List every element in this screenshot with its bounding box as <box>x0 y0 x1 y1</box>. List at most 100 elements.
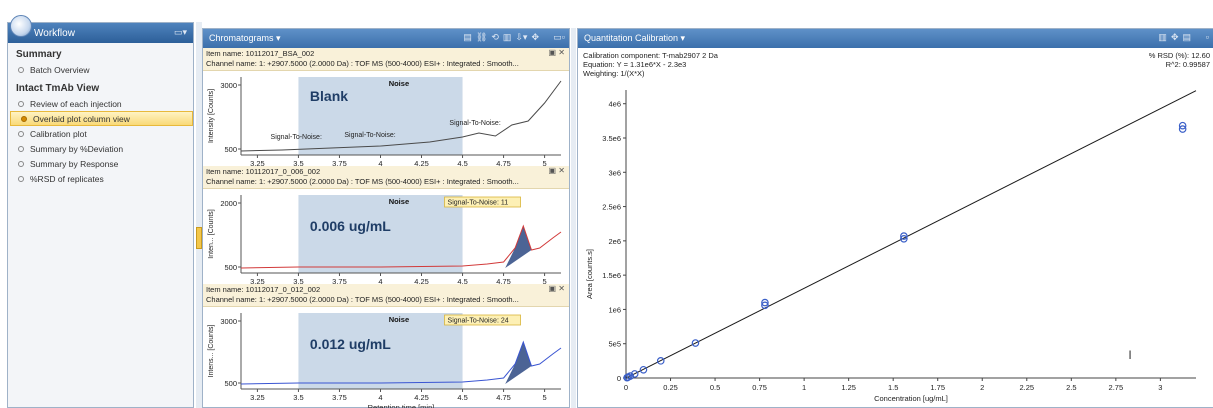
data-point[interactable] <box>691 339 700 347</box>
x-tick-label: 3.75 <box>332 393 347 402</box>
y-axis-label: Intens... [Counts] <box>208 324 215 377</box>
x-tick-label: 3.75 <box>332 159 347 167</box>
signal-to-noise-box <box>444 314 521 326</box>
noise-region <box>298 77 463 155</box>
x-axis-label: Concentration [ug/mL] <box>874 394 948 403</box>
signal-to-noise-annotation: Signal-To-Noise: <box>449 120 500 127</box>
integrated-peak <box>505 342 532 384</box>
item-name: Item name: 10112017_BSA_002 <box>206 49 315 58</box>
x-tick-label: 3.5 <box>293 277 303 285</box>
close-icon[interactable]: ▣ ✕ <box>548 166 565 175</box>
y-tick-label: 3000 <box>220 317 237 326</box>
close-icon[interactable]: ▣ ✕ <box>548 284 565 293</box>
chromatogram-plot: Item name: 10112017_0_006_002 Channel nam… <box>203 166 569 285</box>
channel-name: Channel name: 1: +2907.5000 (2.0000 Da) … <box>206 295 519 304</box>
x-tick-label: 4 <box>378 159 382 167</box>
bar-chart-icon[interactable]: ▥ <box>502 32 512 42</box>
rsd-value: % RSD (%): 12.60 <box>1148 51 1210 60</box>
noise-region <box>298 313 463 389</box>
data-point[interactable] <box>900 232 908 240</box>
x-tick-label: 3.75 <box>332 277 347 285</box>
y-tick-label: 1e6 <box>608 305 621 314</box>
workflow-item[interactable]: Summary by %Deviation <box>8 141 193 156</box>
pan-icon[interactable]: ✥ <box>1170 32 1179 42</box>
pan-icon[interactable]: ✥ <box>531 32 539 42</box>
workflow-logo-icon <box>10 15 32 37</box>
workflow-item-label: Batch Overview <box>30 64 90 75</box>
y-tick-label: 5e5 <box>608 340 621 349</box>
x-tick-label: 4.25 <box>414 159 429 167</box>
x-tick-label: 4.75 <box>496 159 511 167</box>
plot-info: Item name: 10112017_BSA_002 Channel name:… <box>203 48 569 71</box>
chromatogram-canvas[interactable]: 3000 500 Intensity [Counts] 3.25 3.5 3.75 4 4.2… <box>203 71 569 167</box>
calibration-equation: Equation: Y = 1.31e6*X - 2.3e3 <box>583 60 687 69</box>
signal-to-noise-label: Signal-To-Noise: 11 <box>448 200 509 207</box>
chromatograms-title[interactable]: Chromatograms ▾ <box>209 33 281 43</box>
y-tick-label: 2.5e6 <box>602 203 621 212</box>
collapse-grip-icon[interactable] <box>196 227 202 249</box>
workflow-item-label: Calibration plot <box>30 128 87 139</box>
data-point[interactable] <box>626 372 635 380</box>
window-buttons-icon[interactable]: ▫ <box>1205 32 1209 42</box>
workflow-item[interactable]: Overlaid plot column view <box>10 111 193 126</box>
x-tick-label: 1.75 <box>930 383 945 392</box>
x-tick-label: 0.5 <box>710 383 720 392</box>
radio-bullet-icon <box>21 115 27 122</box>
item-name: Item name: 10112017_0_012_002 <box>206 285 321 294</box>
channel-name: Channel name: 1: +2907.5000 (2.0000 Da) … <box>206 59 519 68</box>
quantitation-title[interactable]: Quantitation Calibration ▾ <box>584 33 686 43</box>
data-point[interactable] <box>1178 121 1187 130</box>
x-tick-label: 4.5 <box>457 277 467 285</box>
radio-bullet-icon <box>18 66 24 73</box>
item-name: Item name: 10112017_0_006_002 <box>206 167 321 176</box>
pin-icon[interactable]: ▭▾ <box>173 27 187 37</box>
link-icon[interactable]: ⛓ <box>475 32 488 42</box>
data-point[interactable] <box>656 357 665 365</box>
data-point[interactable] <box>900 235 908 243</box>
x-tick-label: 0.75 <box>752 383 767 392</box>
chromatogram-canvas[interactable]: 2000 500 Inten... [Counts] 3.25 3.5 3.75 4 4.25… <box>203 189 569 285</box>
workflow-item[interactable]: Calibration plot <box>8 126 193 141</box>
workflow-item-label: Review of each injection <box>30 98 122 109</box>
x-tick-label: 2.5 <box>1066 383 1076 392</box>
y-tick-label: 2e6 <box>608 237 621 246</box>
chromatogram-trace <box>240 224 562 269</box>
copy-icon[interactable]: ▤ <box>463 32 472 42</box>
radio-bullet-icon <box>18 145 24 152</box>
signal-to-noise-annotation: Signal-To-Noise: <box>344 132 395 139</box>
data-point[interactable] <box>630 370 639 378</box>
data-point[interactable] <box>1178 125 1187 133</box>
integrated-peak <box>505 226 532 268</box>
export-icon[interactable]: ⇩▾ <box>515 32 528 42</box>
x-tick-label: 4.25 <box>414 393 429 402</box>
workflow-section-heading: Summary <box>16 49 62 60</box>
vertical-splitter[interactable] <box>571 28 576 408</box>
workflow-item[interactable]: Summary by Response <box>8 156 193 171</box>
r2-value: R^2: 0.99587 <box>1165 60 1210 69</box>
refresh-icon[interactable]: ⟲ <box>491 32 499 42</box>
workflow-item[interactable]: Review of each injection <box>8 96 193 111</box>
close-icon[interactable]: ▣ ✕ <box>548 48 565 57</box>
x-tick-label: 2.25 <box>1019 383 1034 392</box>
copy-icon[interactable]: ▤ <box>1182 32 1191 42</box>
workflow-item[interactable]: Batch Overview <box>8 62 193 77</box>
calibration-component: Calibration component: T-mab2907 2 Da <box>583 51 718 60</box>
plot-info: Item name: 10112017_0_006_002 Channel nam… <box>203 166 569 189</box>
panel-splitter[interactable] <box>196 22 202 408</box>
workflow-item-label: Summary by %Deviation <box>30 143 124 154</box>
chromatogram-trace <box>240 80 562 152</box>
data-point[interactable] <box>639 365 648 374</box>
window-buttons-icon[interactable]: ▭▫ <box>553 32 565 42</box>
signal-to-noise-label: Signal-To-Noise: 24 <box>448 318 509 325</box>
bar-chart-icon[interactable]: ▥ <box>1158 32 1167 42</box>
workflow-item[interactable]: %RSD of replicates <box>8 171 193 186</box>
y-tick-label: 2000 <box>220 199 237 208</box>
data-point[interactable] <box>761 301 769 310</box>
chromatogram-canvas[interactable]: 3000 500 Intens... [Counts] 3.25 3.5 3.75 4 4.2… <box>203 307 569 408</box>
noise-label: Noise <box>389 197 409 206</box>
workflow-item-label: %RSD of replicates <box>30 173 104 184</box>
text-cursor-icon: I <box>1128 348 1131 362</box>
calibration-chart[interactable]: 0 5e5 1e6 1.5e6 2e6 2.5e6 3e6 3.5e6 4e6 0 0.25 0.5 0… <box>578 82 1212 406</box>
data-point[interactable] <box>761 298 769 307</box>
quantitation-header: Quantitation Calibration ▾ ▥ ✥ ▤ ▫ <box>578 29 1213 48</box>
